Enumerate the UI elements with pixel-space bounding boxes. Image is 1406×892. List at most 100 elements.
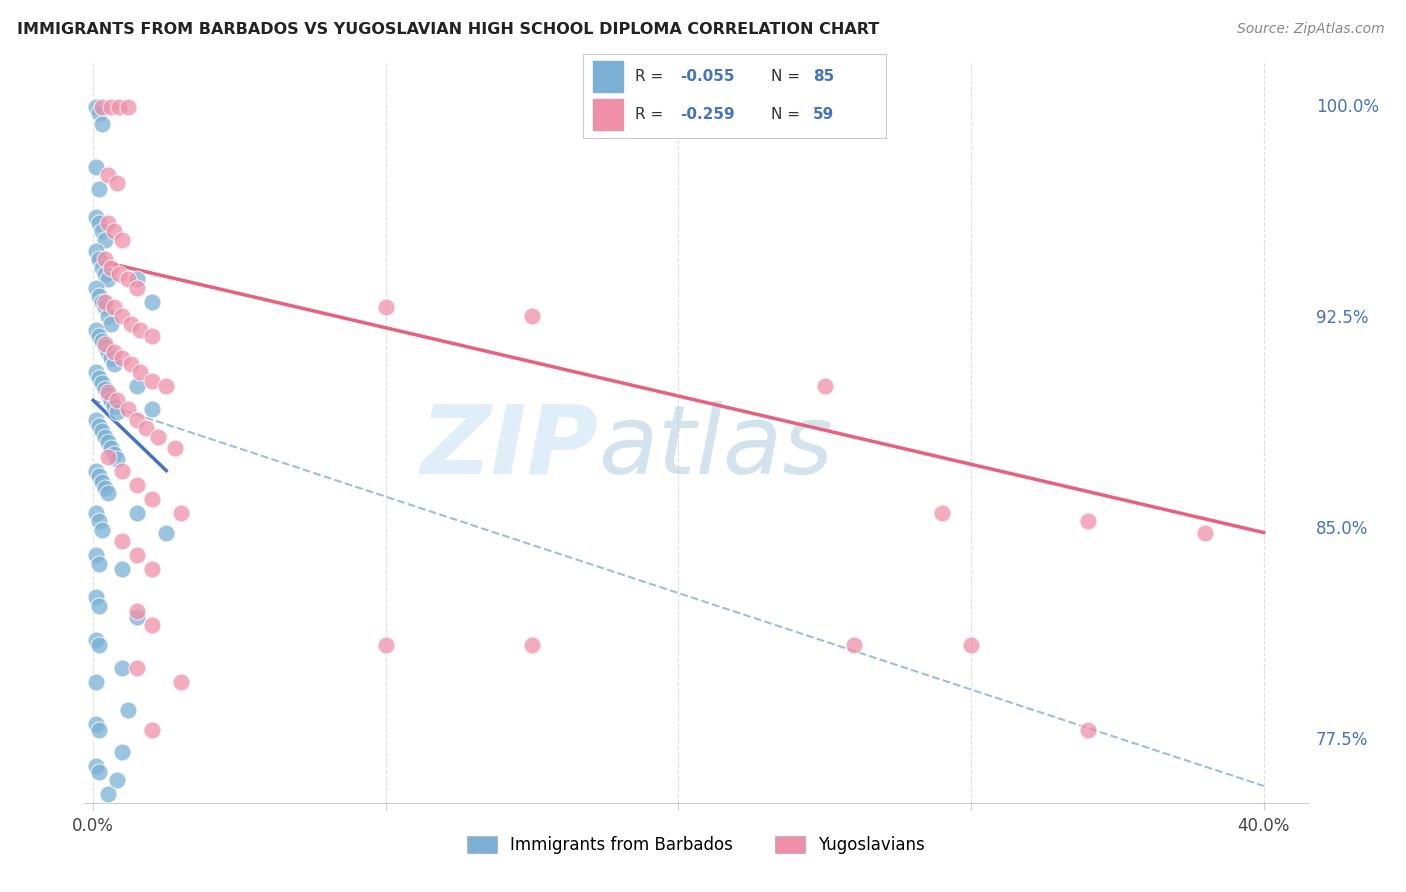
- Point: [129, 323, 152, 337]
- Point: [1194, 525, 1216, 540]
- Point: [125, 548, 148, 562]
- Point: [94, 233, 117, 247]
- Point: [87, 599, 110, 613]
- Point: [87, 638, 110, 652]
- Text: N =: N =: [770, 107, 804, 122]
- Point: [125, 506, 148, 520]
- Point: [125, 413, 148, 427]
- Point: [103, 447, 125, 461]
- Point: [100, 441, 122, 455]
- Point: [87, 106, 110, 120]
- Point: [97, 384, 120, 399]
- Point: [100, 351, 122, 365]
- Point: [125, 604, 148, 618]
- Point: [141, 618, 163, 632]
- Point: [141, 723, 163, 737]
- Point: [90, 260, 112, 275]
- Point: [87, 370, 110, 384]
- Point: [84, 674, 107, 689]
- Point: [129, 365, 152, 379]
- Point: [155, 525, 177, 540]
- Point: [84, 591, 107, 605]
- Text: -0.259: -0.259: [681, 107, 735, 122]
- Text: IMMIGRANTS FROM BARBADOS VS YUGOSLAVIAN HIGH SCHOOL DIPLOMA CORRELATION CHART: IMMIGRANTS FROM BARBADOS VS YUGOSLAVIAN …: [17, 22, 879, 37]
- Point: [135, 421, 157, 435]
- Point: [141, 491, 163, 506]
- Point: [108, 267, 131, 281]
- Point: [90, 424, 112, 438]
- Point: [87, 182, 110, 196]
- Point: [97, 486, 120, 500]
- Point: [97, 168, 120, 182]
- Point: [97, 216, 120, 230]
- Point: [105, 773, 128, 788]
- Point: [117, 703, 139, 717]
- Point: [111, 562, 134, 576]
- Point: [87, 328, 110, 343]
- Point: [97, 272, 120, 286]
- Text: Source: ZipAtlas.com: Source: ZipAtlas.com: [1237, 22, 1385, 37]
- Point: [125, 661, 148, 675]
- Point: [84, 759, 107, 773]
- Point: [125, 272, 148, 286]
- Point: [94, 481, 117, 495]
- Point: [87, 418, 110, 433]
- Legend: Immigrants from Barbados, Yugoslavians: Immigrants from Barbados, Yugoslavians: [460, 830, 932, 861]
- Point: [146, 430, 169, 444]
- Point: [94, 267, 117, 281]
- Point: [94, 337, 117, 351]
- Point: [842, 638, 865, 652]
- Point: [84, 413, 107, 427]
- Point: [87, 764, 110, 779]
- Point: [87, 557, 110, 571]
- Point: [105, 177, 128, 191]
- Point: [170, 674, 193, 689]
- Point: [814, 379, 837, 393]
- Point: [84, 717, 107, 731]
- Point: [111, 309, 134, 323]
- Text: -0.055: -0.055: [681, 69, 735, 84]
- Point: [100, 393, 122, 408]
- Point: [141, 328, 163, 343]
- Point: [87, 723, 110, 737]
- Text: R =: R =: [636, 107, 668, 122]
- Point: [141, 562, 163, 576]
- Point: [97, 309, 120, 323]
- Point: [84, 506, 107, 520]
- Point: [84, 244, 107, 258]
- Point: [90, 523, 112, 537]
- Point: [87, 252, 110, 267]
- Point: [90, 100, 112, 114]
- Point: [374, 638, 396, 652]
- Point: [90, 224, 112, 238]
- Point: [103, 399, 125, 413]
- Point: [94, 430, 117, 444]
- Point: [105, 393, 128, 408]
- Point: [84, 323, 107, 337]
- Point: [155, 379, 177, 393]
- Point: [87, 514, 110, 528]
- Point: [97, 435, 120, 450]
- Point: [108, 100, 131, 114]
- Point: [374, 301, 396, 315]
- Point: [960, 638, 983, 652]
- Point: [90, 334, 112, 348]
- Point: [84, 160, 107, 174]
- Point: [111, 233, 134, 247]
- Point: [84, 365, 107, 379]
- Point: [97, 345, 120, 359]
- Point: [84, 280, 107, 294]
- Point: [165, 441, 187, 455]
- Point: [125, 280, 148, 294]
- Point: [87, 216, 110, 230]
- Point: [94, 252, 117, 267]
- Bar: [592, 62, 623, 92]
- Point: [103, 357, 125, 371]
- Point: [520, 638, 543, 652]
- Point: [111, 534, 134, 549]
- Point: [90, 376, 112, 391]
- Point: [170, 506, 193, 520]
- Point: [1077, 723, 1099, 737]
- Point: [84, 632, 107, 647]
- Point: [111, 464, 134, 478]
